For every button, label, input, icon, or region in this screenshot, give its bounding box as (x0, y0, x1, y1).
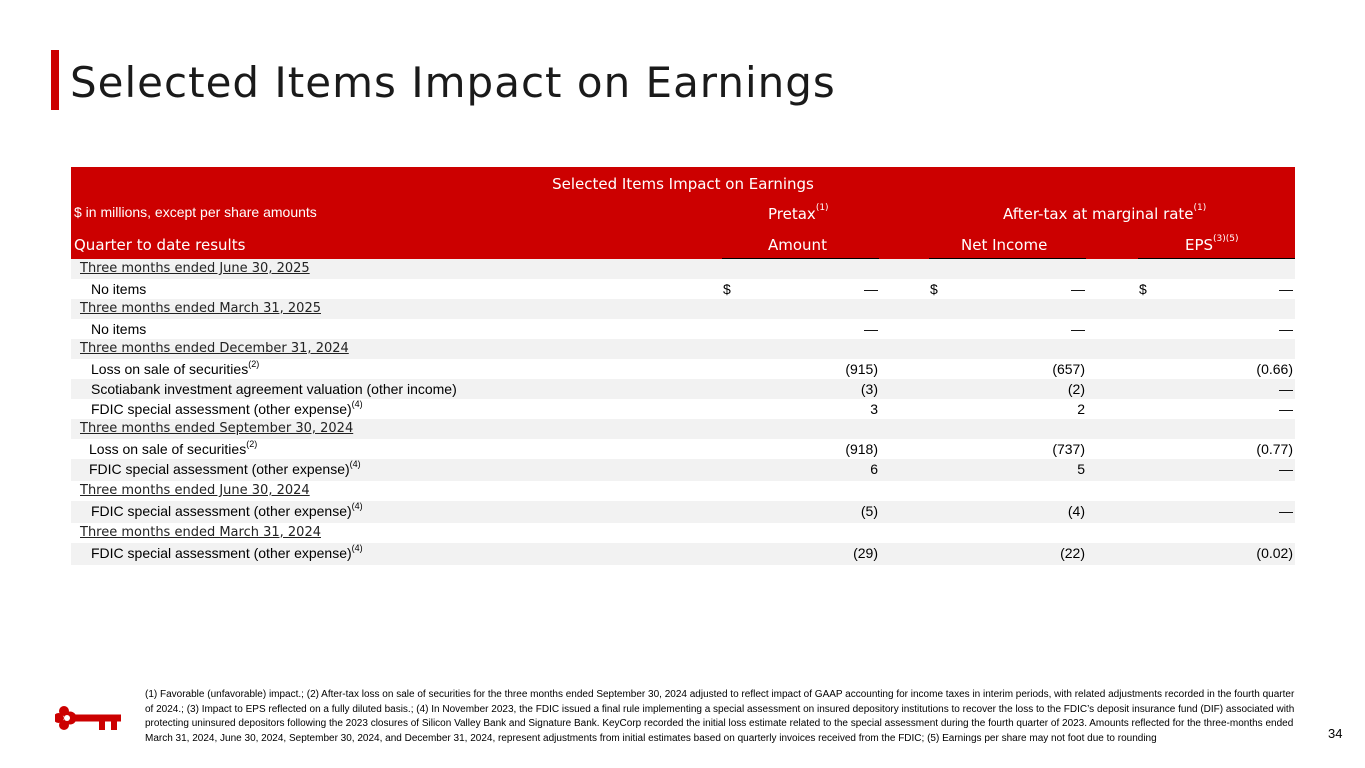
section-row: Three months ended March 31, 2024 (71, 523, 1295, 543)
footnote: (1) Favorable (unfavorable) impact.; (2)… (145, 689, 1295, 744)
pretax-amount: (3) (860, 381, 878, 397)
pretax-amount: (915) (845, 361, 878, 377)
pretax-amount: (918) (845, 441, 878, 457)
section-label: Three months ended March 31, 2025 (80, 301, 321, 316)
pretax-amount: (29) (853, 545, 878, 561)
net-income-value: (22) (1060, 545, 1085, 561)
section-label: Three months ended June 30, 2025 (80, 261, 310, 276)
table-row: Loss on sale of securities(2) (918) (737) (… (71, 439, 1295, 459)
table-row: FDIC special assessment (other expense)(… (71, 399, 1295, 419)
section-row: Three months ended September 30, 2024 (71, 419, 1295, 439)
eps-value: (0.02) (1256, 545, 1293, 561)
pretax-amount: — (864, 281, 878, 297)
section-row: Three months ended December 31, 2024 (71, 339, 1295, 359)
net-income-value: 5 (1077, 461, 1085, 477)
dollar-sign: $ (930, 281, 938, 297)
net-income-value: 2 (1077, 401, 1085, 417)
row-label: Loss on sale of securities(2) (91, 359, 260, 377)
table-row: FDIC special assessment (other expense)(… (71, 543, 1295, 565)
title-accent-bar (51, 50, 59, 110)
row-label: FDIC special assessment (other expense)(… (91, 399, 363, 417)
table-row: No items $ $ $ — — — (71, 279, 1295, 299)
net-income-underline (929, 258, 1086, 259)
dollar-sign: $ (1139, 281, 1147, 297)
section-label: Three months ended June 30, 2024 (80, 483, 310, 498)
section-row: Three months ended June 30, 2024 (71, 481, 1295, 501)
table-row: FDIC special assessment (other expense)(… (71, 459, 1295, 481)
net-income-value: — (1071, 281, 1085, 297)
row-label: FDIC special assessment (other expense)(… (91, 501, 363, 519)
eps-value: — (1279, 281, 1293, 297)
eps-value: — (1279, 321, 1293, 337)
eps-value: — (1279, 381, 1293, 397)
eps-value: (0.77) (1256, 441, 1293, 457)
section-row: Three months ended June 30, 2025 (71, 259, 1295, 279)
table-row: FDIC special assessment (other expense)(… (71, 501, 1295, 523)
net-income-value: (2) (1067, 381, 1085, 397)
table-row: No items — — — (71, 319, 1295, 339)
section-row: Three months ended March 31, 2025 (71, 299, 1295, 319)
pretax-amount: — (864, 321, 878, 337)
section-label: Three months ended March 31, 2024 (80, 525, 321, 540)
units-label: $ in millions, except per share amounts (74, 204, 317, 220)
table-row: Loss on sale of securities(2) (915) (657) (… (71, 359, 1295, 379)
page-title: Selected Items Impact on Earnings (70, 58, 836, 107)
row-label: Scotiabank investment agreement valuatio… (91, 381, 457, 397)
row-label: Loss on sale of securities(2) (89, 439, 258, 457)
row-label: FDIC special assessment (other expense)(… (91, 543, 363, 561)
net-income-value: (4) (1067, 503, 1085, 519)
pretax-header: Pretax(1) (768, 203, 829, 223)
net-income-value: — (1071, 321, 1085, 337)
dollar-sign: $ (723, 281, 731, 297)
key-logo-icon (55, 706, 121, 730)
net-income-value: (737) (1052, 441, 1085, 457)
eps-underline (1138, 258, 1295, 259)
row-label: No items (91, 321, 147, 337)
eps-value: — (1279, 503, 1293, 519)
amount-underline (722, 258, 879, 259)
eps-value: — (1279, 401, 1293, 417)
net-income-header: Net Income (961, 236, 1048, 254)
table-header: Selected Items Impact on Earnings $ in m… (71, 167, 1295, 259)
row-label: No items (91, 281, 147, 297)
eps-header: EPS(3)(5) (1185, 234, 1239, 254)
pretax-amount: 6 (870, 461, 878, 477)
aftertax-header: After-tax at marginal rate(1) (1003, 203, 1207, 223)
table-title: Selected Items Impact on Earnings (552, 175, 814, 193)
net-income-value: (657) (1052, 361, 1085, 377)
pretax-amount: 3 (870, 401, 878, 417)
earnings-table: Selected Items Impact on Earnings $ in m… (71, 167, 1295, 565)
section-label: Three months ended September 30, 2024 (80, 421, 354, 436)
row-label: FDIC special assessment (other expense)(… (89, 459, 361, 477)
eps-value: — (1279, 461, 1293, 477)
section-label: Three months ended December 31, 2024 (80, 341, 349, 356)
table-row: Scotiabank investment agreement valuatio… (71, 379, 1295, 399)
eps-value: (0.66) (1256, 361, 1293, 377)
amount-header: Amount (768, 236, 827, 254)
pretax-amount: (5) (860, 503, 878, 519)
table-body: Three months ended June 30, 2025 No items… (71, 259, 1295, 565)
page-number: 34 (1328, 726, 1343, 741)
qtd-label: Quarter to date results (74, 236, 246, 254)
